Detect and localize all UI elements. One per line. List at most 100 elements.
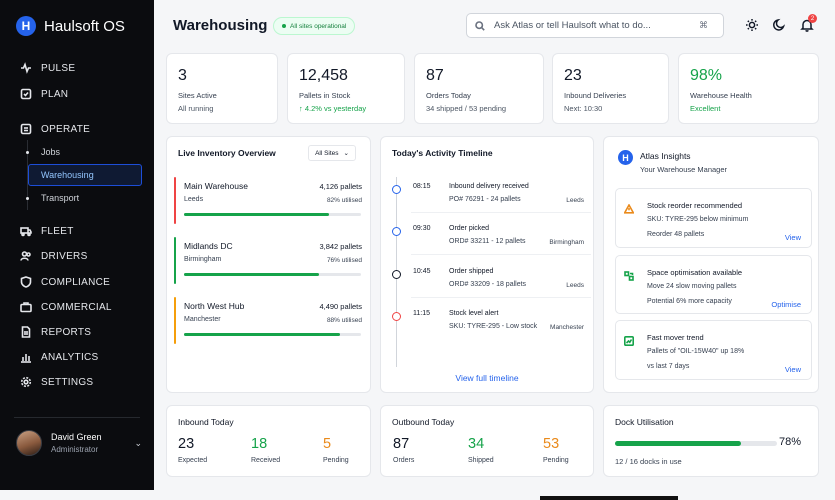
nav-label: FLEET	[41, 225, 74, 237]
sun-icon[interactable]	[745, 18, 759, 32]
nav-item-drivers[interactable]: DRIVERS	[20, 250, 88, 262]
nav-item-plan[interactable]: PLAN	[20, 88, 68, 100]
sidebar: H Haulsoft OS PULSE PLAN OPERATE Jobs Wa…	[0, 0, 154, 490]
site-filter-dropdown[interactable]: All Sites ⌄	[308, 145, 356, 161]
insight-view-link[interactable]: View	[784, 233, 801, 242]
subnav-item-jobs[interactable]: Jobs	[26, 147, 60, 157]
timeline-marker-icon	[392, 185, 401, 194]
user-role: Administrator	[51, 445, 99, 454]
dock-percent: 78%	[778, 436, 801, 448]
brand-logo: H	[16, 16, 36, 36]
inbound-card: Inbound Today 23 Expected 18 Received 5 …	[166, 405, 371, 477]
timeline-event[interactable]: 08:15 Inbound delivery received PO# 7629…	[381, 177, 594, 217]
insight-optimise-link[interactable]: Optimise	[771, 300, 801, 309]
card-title: Live Inventory Overview	[178, 148, 276, 158]
nav-label: SETTINGS	[41, 376, 94, 388]
nav-label: ANALYTICS	[41, 351, 99, 363]
stat-label: Expected	[178, 457, 208, 464]
kpi-sub: Excellent	[690, 104, 721, 113]
search-bar[interactable]: ⌘	[466, 13, 724, 38]
stat-value: 5	[323, 436, 332, 452]
view-full-timeline-link[interactable]: View full timeline	[455, 373, 519, 383]
stat-value: 87	[393, 436, 410, 452]
timeline-event[interactable]: 09:30 Order picked ORD# 33211 - 12 palle…	[381, 219, 594, 259]
status-badge: All sites operational	[273, 17, 356, 35]
shortcut-hint: ⌘	[699, 20, 708, 30]
kpi-value: 12,458	[299, 67, 348, 84]
brand-name: Haulsoft OS	[44, 17, 125, 35]
nav-label: COMMERCIAL	[41, 301, 112, 313]
nav-item-reports[interactable]: REPORTS	[20, 326, 91, 338]
timeline-marker-icon	[392, 270, 401, 279]
dock-card: Dock Utilisation 78% 12 / 16 docks in us…	[603, 405, 819, 477]
kpi-card-orders: 87 Orders Today 34 shipped / 53 pending	[414, 53, 544, 124]
timeline-card: Today's Activity Timeline 08:15 Inbound …	[380, 136, 594, 393]
kpi-label: Pallets in Stock	[299, 91, 351, 100]
nav-item-operate[interactable]: OPERATE	[20, 123, 90, 135]
timeline-event[interactable]: 10:45 Order shipped ORD# 33209 - 18 pall…	[381, 262, 594, 302]
dock-label: 12 / 16 docks in use	[615, 457, 682, 466]
bullet-icon	[26, 196, 29, 200]
card-title: Today's Activity Timeline	[392, 148, 493, 158]
site-row[interactable]: Midlands DC Birmingham 3,842 pallets 76%…	[174, 237, 366, 284]
kpi-label: Inbound Deliveries	[564, 91, 627, 100]
subnav-item-transport[interactable]: Transport	[26, 193, 79, 203]
nav-item-commercial[interactable]: COMMERCIAL	[20, 301, 112, 313]
kpi-value: 98%	[690, 67, 723, 84]
pulse-icon	[21, 62, 31, 74]
stat-label: Received	[251, 457, 281, 464]
insights-card: H Atlas Insights Your Warehouse Manager …	[603, 136, 819, 393]
user-menu[interactable]: David Green Administrator ⌄	[16, 430, 142, 456]
bullet-icon	[26, 150, 29, 154]
nav-item-settings[interactable]: SETTINGS	[20, 376, 93, 388]
card-title: Outbound Today	[392, 417, 455, 427]
search-input[interactable]	[494, 20, 699, 31]
nav-label: COMPLIANCE	[41, 276, 111, 288]
kpi-card-inbound: 23 Inbound Deliveries Next: 10:30	[552, 53, 669, 124]
bell-icon[interactable]: 2	[800, 14, 817, 32]
kpi-card-sites: 3 Sites Active All running	[166, 53, 278, 124]
moon-icon[interactable]	[772, 18, 786, 32]
nav-label: PLAN	[41, 88, 69, 100]
nav-item-analytics[interactable]: ANALYTICS	[20, 351, 99, 363]
nav-item-pulse[interactable]: PULSE	[20, 62, 75, 74]
outbound-card: Outbound Today 87 Orders 34 Shipped 53 P…	[380, 405, 594, 477]
shield-icon	[20, 276, 32, 288]
site-row[interactable]: North West Hub Manchester 4,490 pallets …	[174, 297, 366, 344]
chevron-down-icon[interactable]: ⌄	[134, 438, 142, 448]
insight-item[interactable]: Stock reorder recommended SKU: TYRE-295 …	[615, 188, 812, 248]
insight-item[interactable]: Space optimisation available Move 24 slo…	[615, 255, 812, 314]
fleet-icon	[20, 227, 32, 237]
trend-icon	[624, 333, 634, 346]
subnav-line	[27, 140, 28, 210]
timeline-event[interactable]: 11:15 Stock level alert SKU: TYRE-295 - …	[381, 304, 594, 344]
insight-view-link[interactable]: View	[784, 365, 801, 374]
gear-icon	[20, 376, 32, 388]
utilisation-fill	[184, 213, 330, 216]
kpi-value: 87	[426, 67, 444, 84]
stat-label: Orders	[393, 457, 415, 464]
nav-item-compliance[interactable]: COMPLIANCE	[20, 276, 110, 288]
stat-value: 18	[251, 436, 268, 452]
card-title: Inbound Today	[178, 417, 234, 427]
utilisation-bar	[184, 273, 361, 276]
site-row[interactable]: Main Warehouse Leeds 4,126 pallets 82% u…	[174, 177, 366, 224]
kpi-label: Warehouse Health	[690, 91, 752, 100]
nav-label: PULSE	[41, 62, 76, 74]
kpi-card-health: 98% Warehouse Health Excellent	[678, 53, 819, 124]
atlas-logo: H	[618, 150, 633, 165]
kpi-sub: ↑ 4.2% vs yesterday	[299, 104, 367, 113]
card-title: Atlas Insights	[640, 151, 691, 161]
insight-item[interactable]: Fast mover trend Pallets of "OIL-15W40" …	[615, 320, 812, 380]
kpi-card-pallets: 12,458 Pallets in Stock ↑ 4.2% vs yester…	[287, 53, 405, 124]
nav-item-fleet[interactable]: FLEET	[20, 225, 74, 237]
inventory-card: Live Inventory Overview All Sites ⌄ Main…	[166, 136, 371, 393]
subnav-item-warehousing[interactable]: Warehousing	[28, 164, 142, 186]
kpi-label: Orders Today	[426, 91, 471, 100]
brand[interactable]: H Haulsoft OS	[16, 16, 125, 36]
stat-label: Shipped	[468, 457, 494, 464]
stat-value: 23	[178, 436, 195, 452]
stat-value: 34	[468, 436, 485, 452]
analytics-icon	[21, 354, 31, 363]
utilisation-fill	[184, 333, 340, 336]
